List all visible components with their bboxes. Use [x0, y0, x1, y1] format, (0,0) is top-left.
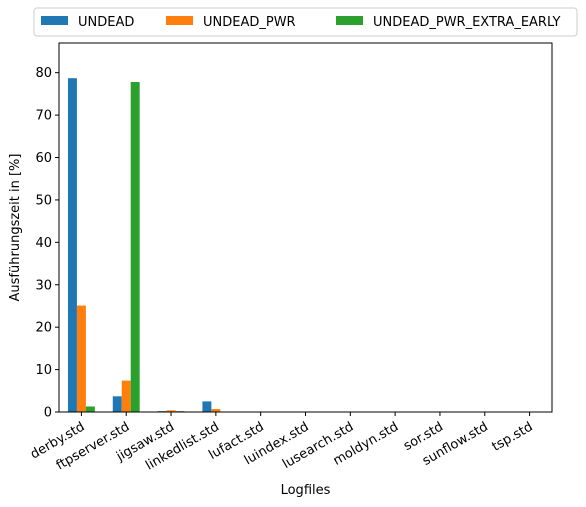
bar-linkedlist-std-undead	[202, 401, 212, 412]
bar-derby-std-undead	[67, 78, 77, 412]
bar-ftpserver-std-undead	[112, 396, 122, 412]
y-tick-label-70: 70	[35, 109, 52, 124]
y-tick-label-60: 60	[35, 151, 52, 166]
legend-frame	[33, 7, 578, 37]
y-tick-label-10: 10	[35, 363, 52, 378]
bar-linkedlist-std-undead-pwr	[211, 409, 221, 412]
legend-swatch-undead-pwr	[166, 16, 193, 25]
x-axis-label: Logfiles	[281, 483, 331, 498]
legend-label-undead: UNDEAD	[78, 15, 134, 30]
legend-swatch-undead-pwr-extra-early	[336, 16, 363, 25]
bar-derby-std-undead-pwr	[76, 305, 86, 412]
y-axis: 0 10 20 30 40 50 60 70 80	[35, 66, 59, 421]
y-tick-label-40: 40	[35, 236, 52, 251]
legend-label-undead-pwr-extra-early: UNDEAD_PWR_EXTRA_EARLY	[373, 15, 560, 30]
legend: UNDEAD UNDEAD_PWR UNDEAD_PWR_EXTRA_EARLY	[33, 7, 578, 37]
y-tick-label-30: 30	[35, 278, 52, 293]
bar-ftpserver-std-undead-pwr	[121, 380, 131, 412]
y-tick-label-20: 20	[35, 321, 52, 336]
legend-swatch-undead	[41, 16, 68, 25]
bar-ftpserver-std-undead-pwr-extra-early	[130, 82, 140, 413]
y-tick-label-50: 50	[35, 193, 52, 208]
bar-jigsaw-std-undead-pwr	[166, 410, 176, 412]
y-tick-label-80: 80	[35, 66, 52, 81]
legend-label-undead-pwr: UNDEAD_PWR	[203, 15, 296, 30]
y-axis-label: Ausführungszeit in [%]	[8, 154, 23, 302]
bar-derby-std-undead-pwr-extra-early	[85, 406, 95, 412]
y-tick-label-0: 0	[44, 406, 52, 421]
